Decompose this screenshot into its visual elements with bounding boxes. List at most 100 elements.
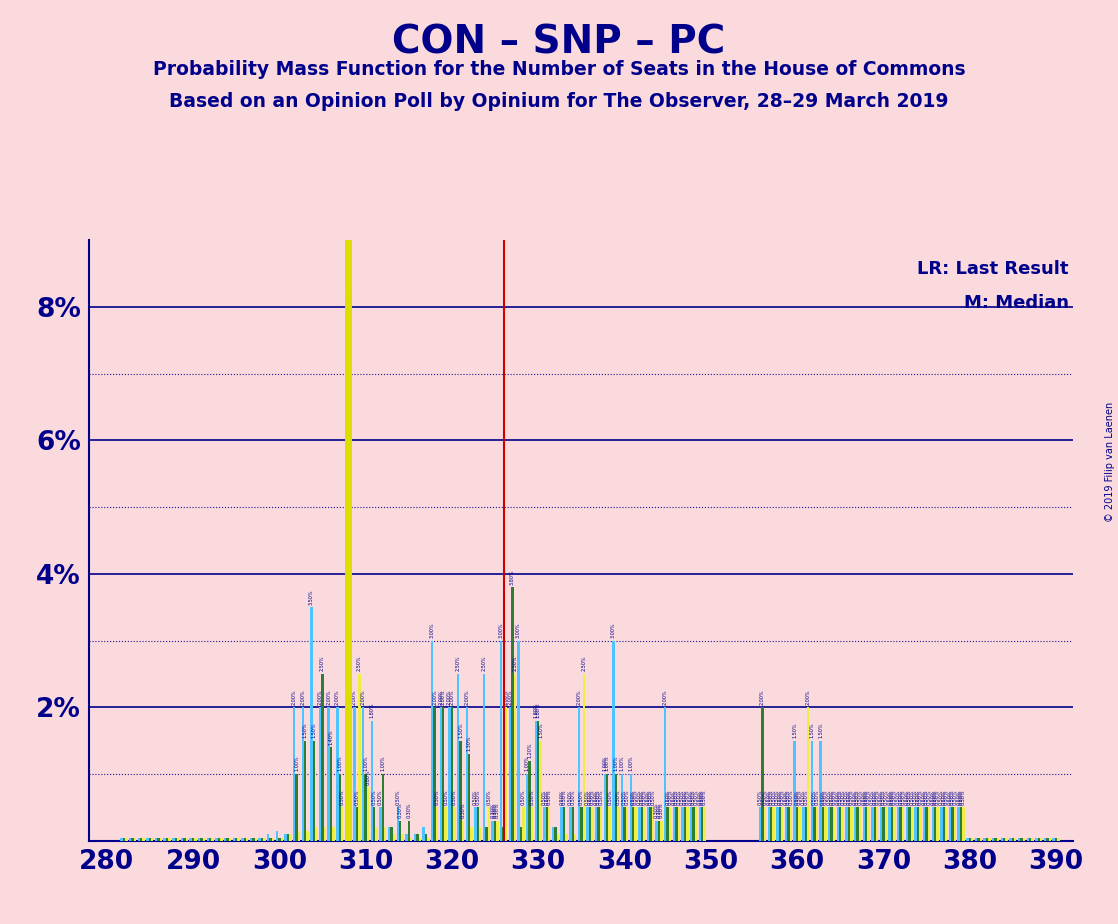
- Bar: [877, 808, 879, 841]
- Text: 0.50%: 0.50%: [958, 789, 964, 805]
- Bar: [339, 774, 341, 841]
- Text: 0.50%: 0.50%: [680, 789, 685, 805]
- Bar: [379, 808, 381, 841]
- Bar: [233, 837, 235, 841]
- Bar: [562, 808, 566, 841]
- Bar: [655, 821, 657, 841]
- Bar: [306, 831, 309, 841]
- Bar: [324, 828, 326, 841]
- Text: 2.00%: 2.00%: [503, 689, 509, 705]
- Bar: [381, 774, 385, 841]
- Text: 2.50%: 2.50%: [581, 656, 586, 672]
- Text: 0.50%: 0.50%: [585, 789, 590, 805]
- Bar: [537, 721, 539, 841]
- Text: 0.50%: 0.50%: [452, 789, 457, 805]
- Text: 0.50%: 0.50%: [762, 789, 768, 805]
- Text: 1.50%: 1.50%: [809, 723, 814, 738]
- Text: 0.50%: 0.50%: [927, 789, 931, 805]
- Bar: [474, 808, 476, 841]
- Bar: [511, 588, 513, 841]
- Text: 3.50%: 3.50%: [309, 590, 314, 604]
- Text: 0.50%: 0.50%: [941, 789, 946, 805]
- Text: 0.50%: 0.50%: [631, 789, 636, 805]
- Bar: [186, 837, 188, 841]
- Text: 0.50%: 0.50%: [340, 789, 344, 805]
- Text: 0.50%: 0.50%: [812, 789, 817, 805]
- Text: 0.50%: 0.50%: [797, 789, 802, 805]
- Bar: [434, 708, 436, 841]
- Bar: [1023, 837, 1025, 841]
- Text: 0.50%: 0.50%: [916, 789, 920, 805]
- Bar: [937, 808, 939, 841]
- Bar: [897, 808, 900, 841]
- Bar: [425, 834, 427, 841]
- Text: 3.80%: 3.80%: [510, 569, 514, 585]
- Text: 0.30%: 0.30%: [654, 803, 660, 818]
- Text: 0.50%: 0.50%: [803, 789, 808, 805]
- Text: 0.50%: 0.50%: [844, 789, 849, 805]
- Bar: [457, 674, 459, 841]
- Text: 0.50%: 0.50%: [907, 789, 912, 805]
- Text: 1.80%: 1.80%: [536, 702, 541, 718]
- Bar: [889, 808, 891, 841]
- Text: 0.50%: 0.50%: [832, 789, 836, 805]
- Text: 0.30%: 0.30%: [406, 803, 411, 818]
- Bar: [423, 828, 425, 841]
- Bar: [624, 808, 626, 841]
- Text: 0.50%: 0.50%: [904, 789, 909, 805]
- Text: 2.50%: 2.50%: [357, 656, 362, 672]
- Bar: [509, 708, 511, 841]
- Bar: [865, 808, 868, 841]
- Text: 0.50%: 0.50%: [645, 789, 651, 805]
- Bar: [293, 708, 295, 841]
- Text: 0.50%: 0.50%: [846, 789, 852, 805]
- Bar: [290, 834, 292, 841]
- Bar: [608, 808, 610, 841]
- Bar: [604, 774, 606, 841]
- Bar: [160, 837, 162, 841]
- Text: 0.50%: 0.50%: [758, 789, 762, 805]
- Text: 1.20%: 1.20%: [527, 743, 532, 758]
- Bar: [836, 808, 838, 841]
- Bar: [824, 808, 826, 841]
- Bar: [629, 774, 632, 841]
- Bar: [761, 708, 764, 841]
- Bar: [979, 837, 982, 841]
- Bar: [638, 808, 641, 841]
- Bar: [344, 837, 347, 841]
- Bar: [337, 708, 339, 841]
- Bar: [966, 837, 968, 841]
- Text: 0.50%: 0.50%: [579, 789, 584, 805]
- Text: 0.50%: 0.50%: [682, 789, 688, 805]
- Text: 0.30%: 0.30%: [659, 803, 664, 818]
- Bar: [350, 307, 352, 841]
- Bar: [664, 708, 666, 841]
- Bar: [207, 837, 209, 841]
- Text: 0.50%: 0.50%: [892, 789, 897, 805]
- Text: 2.50%: 2.50%: [482, 656, 486, 672]
- Text: 0.50%: 0.50%: [639, 789, 644, 805]
- Bar: [276, 831, 278, 841]
- Bar: [183, 837, 186, 841]
- Text: 0.50%: 0.50%: [674, 789, 679, 805]
- Text: 0.50%: 0.50%: [766, 789, 771, 805]
- Bar: [1001, 837, 1003, 841]
- Bar: [237, 837, 239, 841]
- Bar: [405, 834, 408, 841]
- Bar: [341, 808, 343, 841]
- Bar: [1003, 837, 1005, 841]
- Bar: [831, 808, 833, 841]
- Bar: [476, 808, 479, 841]
- Bar: [439, 708, 442, 841]
- Bar: [281, 837, 283, 841]
- Bar: [1005, 837, 1007, 841]
- Text: 1.80%: 1.80%: [533, 702, 538, 718]
- Bar: [613, 640, 615, 841]
- Text: 2.50%: 2.50%: [320, 656, 325, 672]
- Bar: [410, 837, 413, 841]
- Bar: [546, 808, 548, 841]
- Bar: [701, 808, 703, 841]
- Text: 0.50%: 0.50%: [637, 789, 642, 805]
- Bar: [586, 808, 589, 841]
- Bar: [427, 837, 429, 841]
